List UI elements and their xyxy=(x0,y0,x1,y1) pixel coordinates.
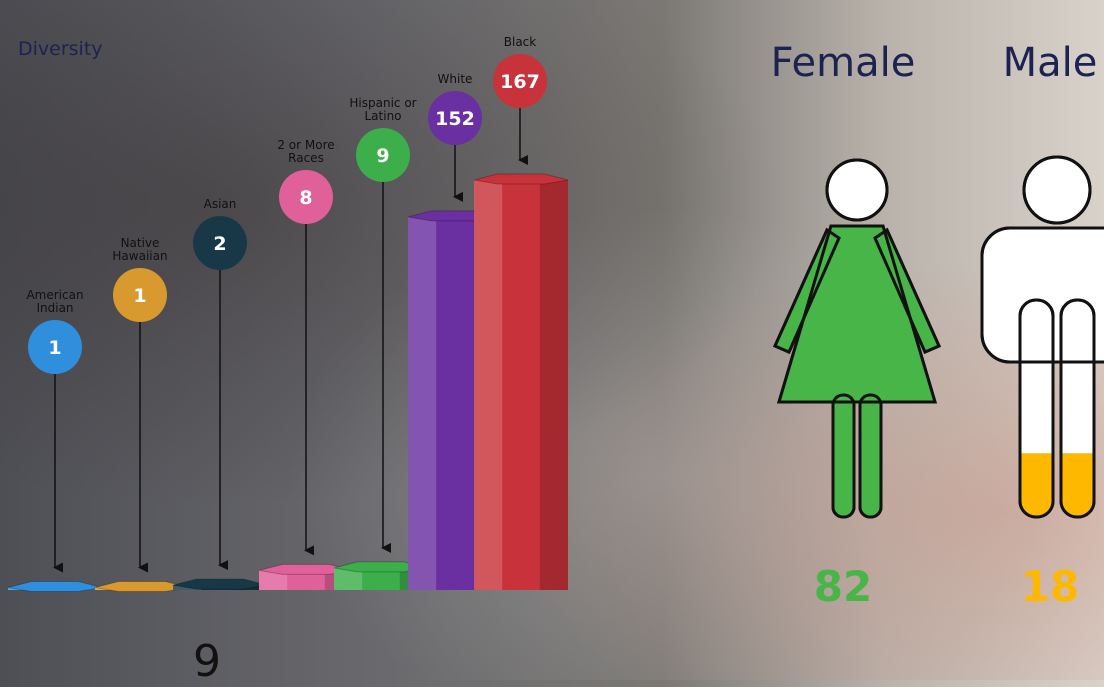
value-bubble xyxy=(279,170,333,224)
bar-facet xyxy=(238,585,267,590)
figure-stroke xyxy=(773,158,941,519)
value-label: 82 xyxy=(813,562,873,611)
bar xyxy=(474,180,568,590)
bar-facet xyxy=(259,570,288,590)
bar-group xyxy=(473,173,569,590)
bar-group xyxy=(172,578,268,590)
figure-part xyxy=(1020,453,1053,517)
category-label: Asian xyxy=(203,197,237,211)
category-label: Black xyxy=(503,35,537,49)
figure-stroke xyxy=(980,155,1104,519)
bar-top xyxy=(7,581,103,593)
bar-group xyxy=(7,581,103,593)
bar-facet xyxy=(474,180,503,590)
figure-part xyxy=(1059,298,1096,519)
figure-part xyxy=(875,230,939,352)
category-label: Hispanic or Latino xyxy=(349,96,417,123)
value-label: 2 xyxy=(213,233,226,255)
value-label: 1 xyxy=(48,337,61,359)
bar-facet xyxy=(539,180,568,590)
category-label: White xyxy=(437,72,473,86)
bar-facet xyxy=(408,216,437,590)
value-bubble xyxy=(493,54,547,108)
gender-label: Female xyxy=(770,40,916,86)
value-bubble xyxy=(356,128,410,182)
bar-top xyxy=(172,578,268,590)
bar xyxy=(259,570,353,590)
figure-fill xyxy=(1020,453,1094,517)
value-label: 18 xyxy=(1020,562,1080,611)
figure-part xyxy=(860,395,881,517)
value-bubble xyxy=(113,268,167,322)
bar xyxy=(334,567,428,590)
figure-part xyxy=(825,158,889,222)
category-label: 2 or More Races xyxy=(277,138,335,165)
bar-facet xyxy=(334,567,363,590)
value-label: 9 xyxy=(376,145,389,167)
footnote: 9 xyxy=(193,636,221,687)
bar-facet xyxy=(173,585,202,590)
figure-part xyxy=(773,227,841,354)
value-label: 167 xyxy=(500,71,540,93)
value-label: 152 xyxy=(435,108,475,130)
figure-part xyxy=(775,230,839,352)
figure-part xyxy=(858,393,883,519)
figure-part xyxy=(1018,298,1055,519)
value-bubble xyxy=(428,91,482,145)
figure-part xyxy=(873,227,941,354)
value-label: 8 xyxy=(299,187,312,209)
figure-part xyxy=(1022,155,1092,225)
gender-label: Male xyxy=(1002,40,1098,86)
figure-part xyxy=(776,224,938,404)
chart-title: Diversity xyxy=(18,38,103,60)
value-bubble xyxy=(28,320,82,374)
value-label: 1 xyxy=(133,285,146,307)
category-label: Native Hawaiian xyxy=(112,236,168,263)
figure-part xyxy=(1061,453,1094,517)
bar-top xyxy=(473,173,569,185)
value-bubble xyxy=(193,216,247,270)
figure-part xyxy=(833,395,854,517)
category-label: American Indian xyxy=(26,288,84,315)
figure-part xyxy=(980,226,1104,364)
figure-part xyxy=(831,393,856,519)
